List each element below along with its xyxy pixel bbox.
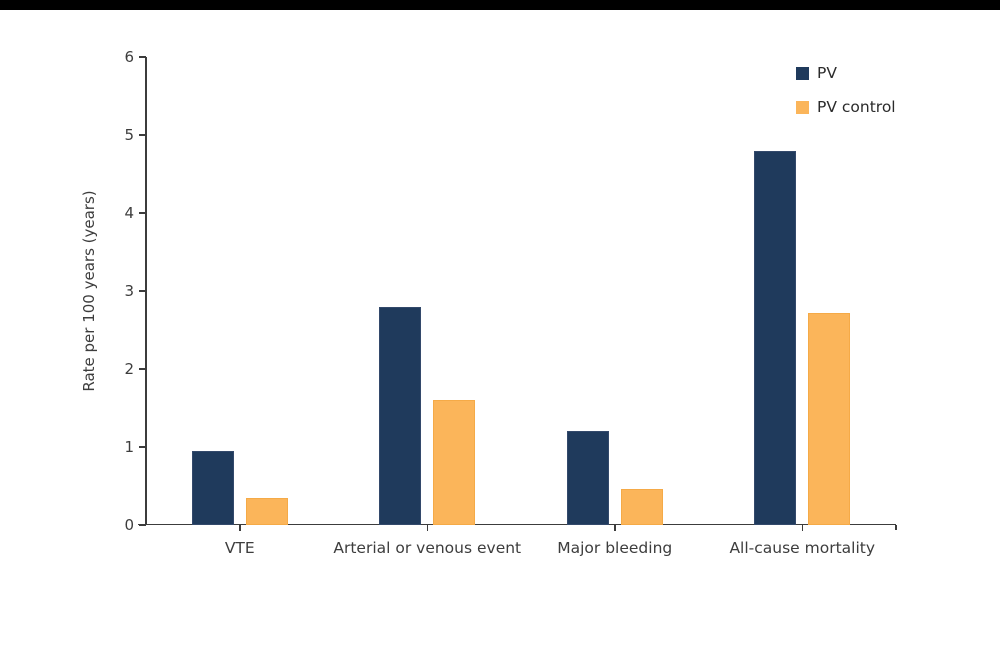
y-tick (139, 56, 146, 58)
legend-label: PV (817, 64, 837, 82)
bar-pv-vte (191, 450, 234, 525)
y-tick-label: 4 (124, 204, 134, 222)
legend-item-pv: PV (796, 64, 837, 82)
bar-pv-major-bleeding (566, 431, 609, 525)
x-tick (614, 525, 616, 531)
x-category-label: Major bleeding (557, 539, 673, 557)
legend-swatch-icon (796, 66, 809, 80)
x-category-label: VTE (224, 539, 255, 557)
y-tick (139, 524, 146, 526)
bar-pv-control-all-cause-mortality (808, 312, 851, 525)
bar-pv-arterial-or-venous-event (379, 306, 422, 525)
y-tick-label: 6 (124, 48, 134, 66)
y-tick (139, 290, 146, 292)
bar-pv-control-major-bleeding (620, 489, 663, 525)
x-axis-end-tick (895, 525, 897, 530)
legend-label: PV control (817, 98, 896, 116)
y-tick (139, 446, 146, 448)
bar-pv-control-vte (245, 497, 288, 525)
y-tick-label: 0 (124, 516, 134, 534)
y-tick (139, 134, 146, 136)
bar-pv-all-cause-mortality (754, 150, 797, 525)
y-tick (139, 368, 146, 370)
x-tick (801, 525, 803, 531)
x-category-label: Arterial or venous event (333, 539, 522, 557)
y-tick (139, 212, 146, 214)
x-tick (239, 525, 241, 531)
y-tick-label: 2 (124, 360, 134, 378)
x-axis-line (138, 523, 896, 525)
bar-pv-control-arterial-or-venous-event (433, 400, 476, 525)
y-tick-label: 1 (124, 438, 134, 456)
y-tick-label: 5 (124, 126, 134, 144)
top-bar (0, 0, 1000, 10)
legend-swatch-icon (796, 100, 809, 114)
legend-item-pv-control: PV control (796, 98, 896, 116)
x-category-label: All-cause mortality (729, 539, 876, 557)
x-tick (426, 525, 428, 531)
y-tick-label: 3 (124, 282, 134, 300)
